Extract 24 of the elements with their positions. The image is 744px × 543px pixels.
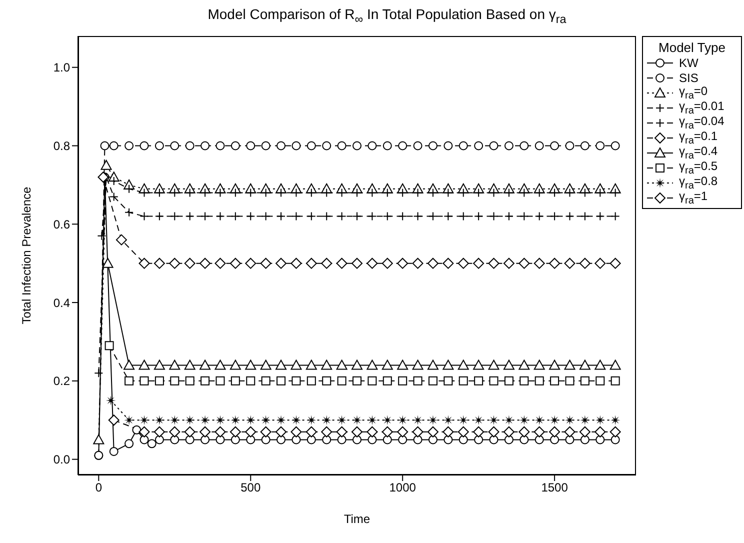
x-tick-label: 500 bbox=[240, 480, 261, 495]
legend-label: γ$_{ra}$=0.8 bbox=[679, 174, 718, 192]
legend-title: Model Type bbox=[658, 40, 726, 55]
x-axis-title: Time bbox=[344, 512, 370, 526]
legend-label: KW bbox=[679, 56, 698, 70]
chart-title: Model Comparison of R$_{∞}$ In Total Population Based on γ$_{ra}$ bbox=[206, 6, 568, 26]
legend-label: γ$_{ra}$=0.01 bbox=[679, 98, 724, 116]
legend-label: γ$_{ra}$=0.4 bbox=[679, 144, 718, 162]
x-tick-label: 0 bbox=[95, 480, 102, 495]
x-tick-label: 1000 bbox=[389, 480, 416, 495]
y-tick-label: 0.4 bbox=[53, 296, 70, 310]
y-tick-label: 0.2 bbox=[53, 374, 70, 388]
legend-label: SIS bbox=[679, 70, 698, 84]
y-tick-label: 0.6 bbox=[53, 217, 70, 232]
legend-label: γ$_{ra}$=0.04 bbox=[679, 114, 724, 132]
y-tick-label: 0.0 bbox=[53, 452, 70, 467]
legend-label: γ$_{ra}$=0.5 bbox=[679, 158, 718, 176]
legend-label: γ$_{ra}$=0.1 bbox=[679, 128, 718, 146]
y-tick-label: 0.8 bbox=[53, 139, 70, 154]
legend-label: γ$_{ra}$=0 bbox=[679, 84, 708, 102]
x-tick-label: 1500 bbox=[541, 480, 568, 495]
y-tick-label: 1.0 bbox=[53, 60, 70, 75]
legend-label: γ$_{ra}$=1 bbox=[679, 188, 708, 206]
y-axis-title: Total Infection Prevalence bbox=[19, 186, 34, 324]
